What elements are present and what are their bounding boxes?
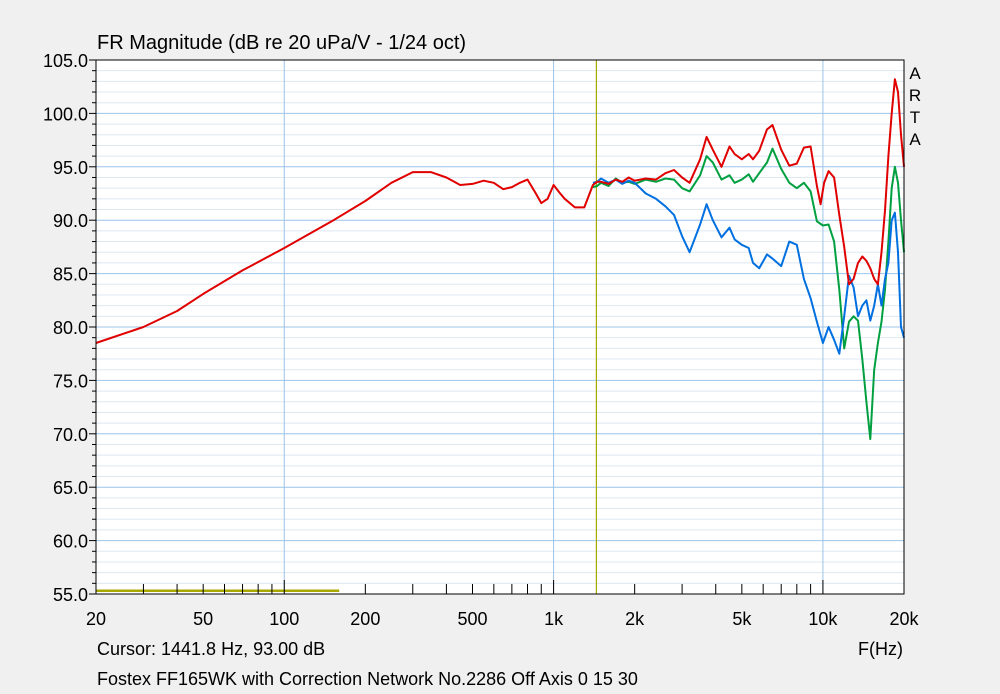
x-tick-label: 2k xyxy=(625,609,645,629)
x-tick-label: 20 xyxy=(86,609,106,629)
y-tick-label: 70.0 xyxy=(53,425,88,445)
y-tick-label: 60.0 xyxy=(53,532,88,552)
x-tick-label: 500 xyxy=(457,609,487,629)
y-tick-label: 90.0 xyxy=(53,211,88,231)
arta-letter: R xyxy=(909,86,921,105)
y-tick-label: 80.0 xyxy=(53,318,88,338)
measurement-caption: Fostex FF165WK with Correction Network N… xyxy=(97,669,638,689)
x-tick-label: 10k xyxy=(808,609,838,629)
x-tick-label: 1k xyxy=(544,609,564,629)
arta-letter: T xyxy=(910,108,920,127)
y-tick-label: 105.0 xyxy=(43,51,88,71)
y-tick-label: 65.0 xyxy=(53,478,88,498)
x-ticks: 20 50 100 200 500 1k 2k 5k 10k 20k xyxy=(86,580,920,629)
x-tick-label: 5k xyxy=(732,609,752,629)
series-line-0 xyxy=(95,78,905,344)
grid xyxy=(96,60,904,594)
x-tick-label: 100 xyxy=(269,609,299,629)
arta-letter: A xyxy=(909,64,921,83)
cursor-readout: Cursor: 1441.8 Hz, 93.00 dB xyxy=(97,639,325,659)
arta-letter: A xyxy=(909,130,921,149)
x-tick-label: 20k xyxy=(889,609,919,629)
series-line-1 xyxy=(592,147,905,441)
series-line-2 xyxy=(592,177,905,355)
y-tick-label: 85.0 xyxy=(53,265,88,285)
y-tick-label: 75.0 xyxy=(53,371,88,391)
chart-title: FR Magnitude (dB re 20 uPa/V - 1/24 oct) xyxy=(97,32,466,54)
y-tick-label: 100.0 xyxy=(43,104,88,124)
y-tick-label: 95.0 xyxy=(53,158,88,178)
y-tick-label: 55.0 xyxy=(53,585,88,605)
x-tick-label: 50 xyxy=(193,609,213,629)
x-axis-label: F(Hz) xyxy=(858,639,903,659)
y-ticks: 105.0 100.0 95.0 90.0 85.0 80.0 75.0 70.0 65.0 60… xyxy=(43,51,96,605)
series-layer xyxy=(95,60,905,594)
x-tick-label: 200 xyxy=(350,609,380,629)
